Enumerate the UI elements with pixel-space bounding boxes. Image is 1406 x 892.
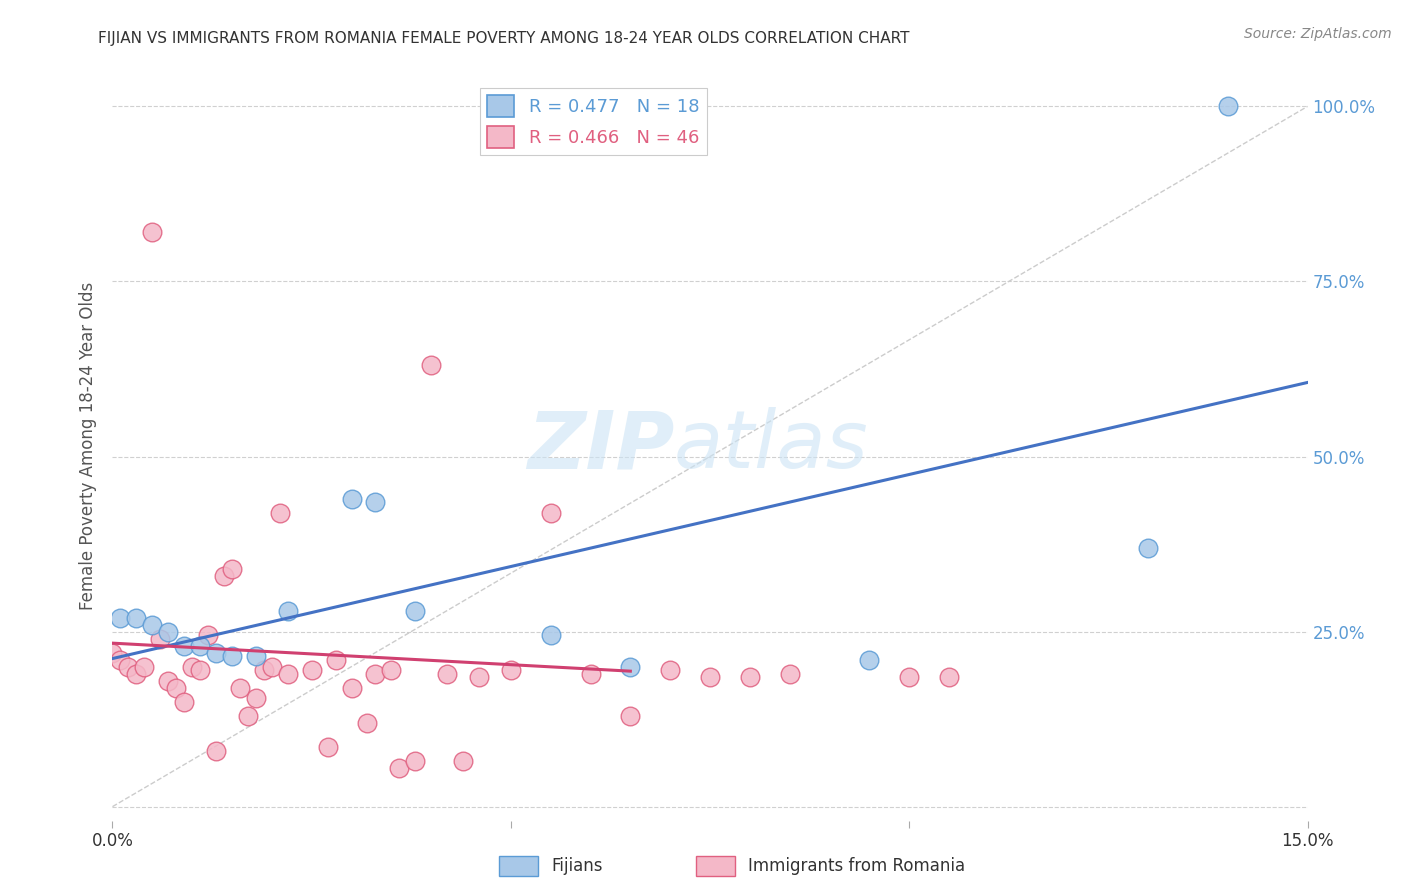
Point bbox=[364, 666, 387, 681]
Point bbox=[110, 610, 132, 624]
Point bbox=[197, 628, 219, 642]
Point bbox=[659, 663, 682, 677]
Point bbox=[499, 663, 522, 677]
Point bbox=[301, 663, 323, 677]
Point bbox=[540, 628, 562, 642]
Point bbox=[340, 491, 363, 506]
Point bbox=[110, 652, 132, 666]
Point bbox=[101, 646, 124, 660]
Legend: R = 0.477   N = 18, R = 0.466   N = 46: R = 0.477 N = 18, R = 0.466 N = 46 bbox=[479, 88, 706, 155]
Text: Fijians: Fijians bbox=[551, 857, 603, 875]
Point bbox=[221, 561, 243, 575]
Point bbox=[157, 673, 180, 688]
Point bbox=[1216, 99, 1239, 113]
Text: ZIP: ZIP bbox=[527, 407, 675, 485]
Point bbox=[738, 670, 761, 684]
Point bbox=[404, 603, 426, 617]
Point bbox=[173, 639, 195, 653]
Point bbox=[117, 659, 139, 673]
Point bbox=[236, 708, 259, 723]
Point bbox=[181, 659, 204, 673]
Text: Source: ZipAtlas.com: Source: ZipAtlas.com bbox=[1244, 27, 1392, 41]
Point bbox=[205, 646, 228, 660]
Point bbox=[134, 659, 156, 673]
Point bbox=[619, 708, 641, 723]
Point bbox=[188, 663, 211, 677]
Point bbox=[221, 649, 243, 664]
Point bbox=[619, 659, 641, 673]
Point bbox=[253, 663, 276, 677]
Point bbox=[779, 666, 801, 681]
Point bbox=[125, 610, 148, 624]
Point bbox=[468, 670, 491, 684]
Point bbox=[188, 639, 211, 653]
Y-axis label: Female Poverty Among 18-24 Year Olds: Female Poverty Among 18-24 Year Olds bbox=[79, 282, 97, 610]
Point bbox=[699, 670, 721, 684]
Point bbox=[212, 568, 235, 582]
Point bbox=[173, 695, 195, 709]
Point bbox=[205, 743, 228, 757]
Point bbox=[898, 670, 921, 684]
Point bbox=[149, 632, 172, 646]
Point bbox=[451, 754, 474, 768]
Text: Immigrants from Romania: Immigrants from Romania bbox=[748, 857, 965, 875]
Point bbox=[165, 681, 187, 695]
Point bbox=[420, 359, 443, 373]
Point bbox=[380, 663, 402, 677]
Point bbox=[141, 617, 163, 632]
Point bbox=[269, 506, 291, 520]
Point bbox=[356, 715, 378, 730]
Point bbox=[1137, 541, 1160, 555]
Point bbox=[858, 652, 880, 666]
Point bbox=[277, 666, 299, 681]
Point bbox=[277, 603, 299, 617]
Point bbox=[141, 226, 163, 240]
Point bbox=[404, 754, 426, 768]
Point bbox=[436, 666, 458, 681]
Point bbox=[938, 670, 960, 684]
Point bbox=[579, 666, 602, 681]
Point bbox=[540, 506, 562, 520]
Point bbox=[325, 652, 347, 666]
Point bbox=[157, 624, 180, 639]
Point bbox=[125, 666, 148, 681]
Point bbox=[245, 649, 267, 664]
Point bbox=[388, 761, 411, 775]
Text: FIJIAN VS IMMIGRANTS FROM ROMANIA FEMALE POVERTY AMONG 18-24 YEAR OLDS CORRELATI: FIJIAN VS IMMIGRANTS FROM ROMANIA FEMALE… bbox=[98, 31, 910, 46]
Point bbox=[245, 691, 267, 706]
Point bbox=[364, 495, 387, 509]
Point bbox=[260, 659, 283, 673]
Point bbox=[229, 681, 252, 695]
Text: atlas: atlas bbox=[675, 407, 869, 485]
Point bbox=[340, 681, 363, 695]
Point bbox=[316, 740, 339, 755]
